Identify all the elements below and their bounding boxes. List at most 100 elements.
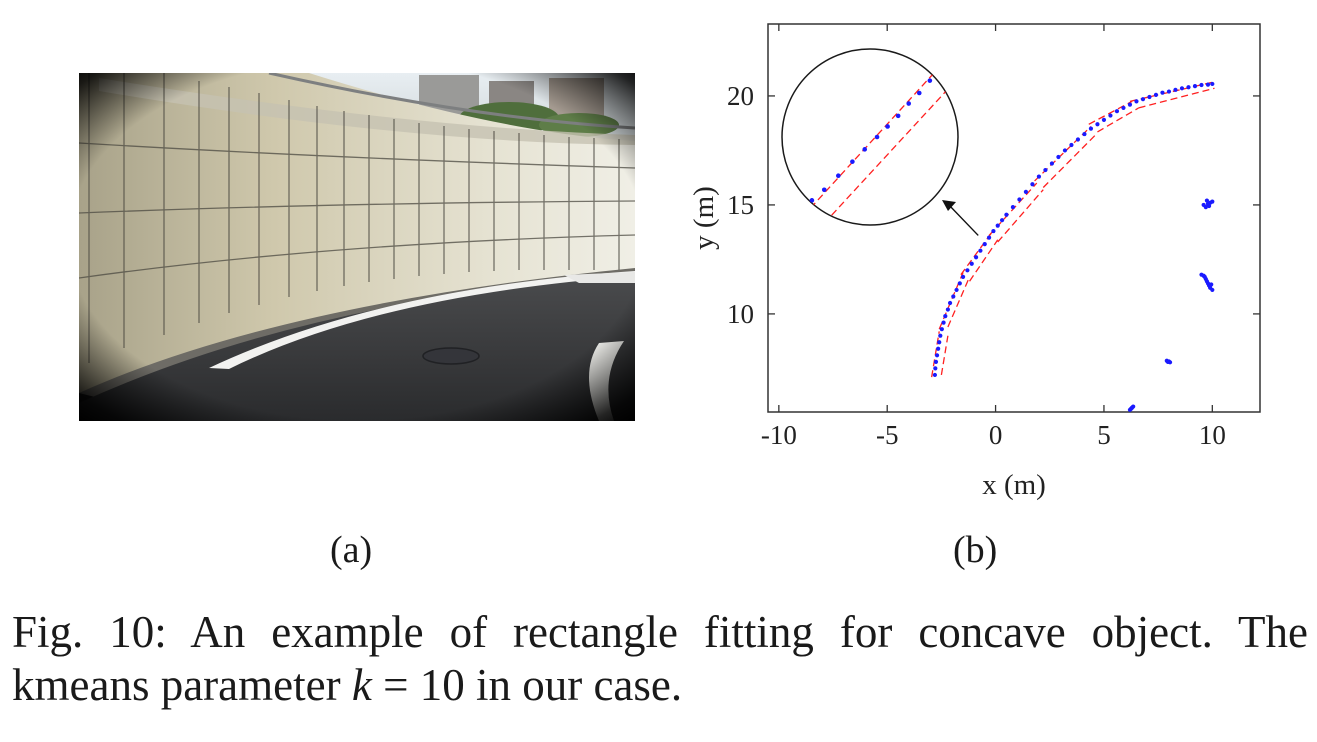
fit-line-segment: [1088, 100, 1133, 125]
data-point: [1114, 109, 1120, 114]
data-point: [1210, 287, 1215, 293]
data-point: [1043, 167, 1048, 173]
data-point: [933, 366, 938, 371]
data-point: [945, 307, 950, 312]
x-tick-label: 5: [1097, 420, 1111, 450]
inset-data-point: [797, 208, 802, 214]
fit-line-segment: [947, 276, 971, 328]
data-point: [1186, 85, 1191, 90]
data-point: [982, 242, 987, 247]
zoom-inset: [781, 48, 979, 236]
inset-data-point: [885, 124, 890, 129]
data-point: [999, 218, 1005, 223]
data-point: [1153, 92, 1159, 97]
zoom-arrow-head: [942, 200, 956, 211]
x-axis-label: x (m): [982, 469, 1046, 501]
data-point: [1030, 182, 1035, 187]
scatter-plot: -10 -5 0 5 10 10 15 20 x (m) y (m): [688, 23, 1261, 501]
data-point: [1004, 212, 1009, 217]
data-point: [1023, 189, 1029, 194]
data-point: [941, 320, 946, 325]
data-point: [1134, 99, 1139, 104]
inset-data-point: [906, 101, 912, 106]
data-point: [1166, 89, 1172, 94]
data-point: [951, 294, 956, 299]
data-point: [1192, 84, 1198, 89]
fit-lines: [930, 81, 1215, 378]
data-point: [1108, 113, 1113, 118]
data-point: [1036, 174, 1042, 179]
inset-fit-line: [802, 73, 934, 217]
data-point: [939, 327, 944, 332]
data-point: [1127, 102, 1133, 107]
inset-data-point: [821, 187, 827, 193]
data-point: [1199, 82, 1204, 88]
inset-data-point: [850, 159, 855, 164]
data-point: [1210, 81, 1215, 87]
axis-ticks: -10 -5 0 5 10 10 15 20: [727, 24, 1260, 450]
data-point: [1056, 154, 1061, 160]
data-point: [1121, 105, 1126, 111]
inset-data-point: [836, 173, 841, 179]
data-point: [1010, 205, 1016, 210]
data-point: [934, 353, 940, 358]
data-point: [1017, 197, 1022, 202]
fit-line-segment: [969, 239, 999, 282]
tunnel-road-photo: [79, 73, 635, 421]
y-tick-label: 15: [727, 190, 754, 220]
data-point: [957, 281, 962, 286]
fit-line-segment: [1042, 132, 1098, 188]
subfigure-label-b: (b): [953, 529, 998, 571]
data-point: [1095, 122, 1100, 127]
data-point: [1101, 117, 1107, 123]
data-point: [969, 261, 974, 266]
inset-data-point: [927, 78, 933, 83]
data-point: [937, 340, 942, 345]
x-tick-label: 0: [989, 420, 1003, 450]
data-point: [991, 228, 996, 234]
data-point: [1203, 205, 1208, 210]
y-tick-label: 10: [727, 299, 754, 329]
data-point: [1075, 137, 1081, 142]
data-point: [1209, 282, 1214, 287]
fit-line-segment: [940, 335, 949, 376]
data-point: [1082, 131, 1087, 137]
data-point: [973, 255, 979, 260]
data-point: [1204, 198, 1209, 203]
inset-data-point: [809, 198, 815, 203]
inset-data-point: [862, 147, 868, 152]
x-tick-label: -5: [876, 420, 899, 450]
inset-data-point: [916, 90, 922, 96]
data-point: [932, 372, 937, 378]
data-point: [954, 287, 959, 293]
data-point: [1088, 126, 1094, 131]
data-point: [947, 300, 953, 306]
y-axis-label: y (m): [688, 186, 720, 250]
data-point: [943, 313, 948, 319]
data-point: [1140, 97, 1146, 102]
data-point: [1147, 94, 1152, 100]
fit-line-segment: [988, 182, 1038, 236]
data-point: [1210, 199, 1215, 204]
subfigure-label-a: (a): [330, 529, 373, 571]
data-point: [1167, 360, 1173, 365]
fit-line-segment: [1097, 107, 1139, 133]
caption-k-symbol: k: [351, 660, 372, 711]
data-point: [936, 346, 941, 351]
data-point: [960, 274, 966, 279]
data-point: [1179, 86, 1185, 91]
fit-line-segment: [997, 189, 1044, 243]
zoom-arrow: [947, 203, 979, 236]
x-tick-label: 10: [1199, 420, 1226, 450]
inset-circle: [781, 48, 959, 226]
x-tick-label: -10: [761, 420, 797, 450]
data-point: [1173, 87, 1178, 92]
fit-line-segment: [960, 232, 992, 276]
data-point: [933, 359, 939, 364]
inset-data-point: [895, 113, 901, 119]
data-point: [978, 248, 983, 253]
data-point: [1160, 90, 1165, 95]
fit-line-segment: [1138, 87, 1215, 109]
data-point: [1131, 404, 1136, 409]
data-point: [995, 223, 1000, 228]
